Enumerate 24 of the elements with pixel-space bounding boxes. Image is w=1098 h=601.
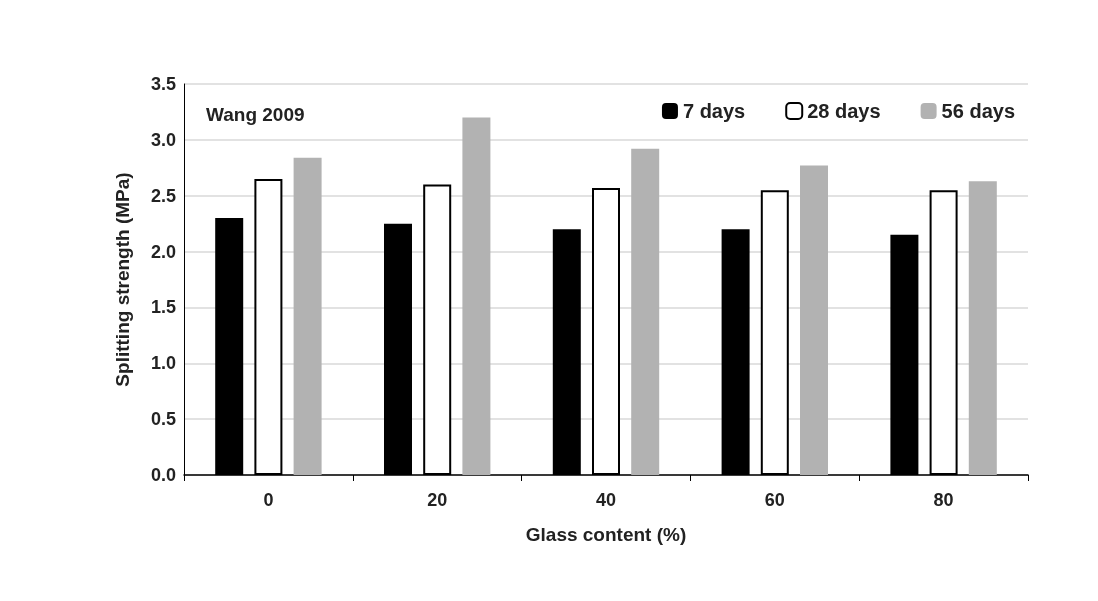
legend-label: 28 days [807,100,881,122]
y-tick-label: 0.0 [150,465,176,485]
bar [293,157,322,475]
y-tick-label: 3.0 [150,129,176,150]
legend-label: 56 days [941,100,1015,122]
bar [968,181,997,475]
y-axis-title: Splitting strength (MPa) [112,172,133,387]
y-tick-label: 1.5 [150,297,176,318]
x-tick-label: 40 [595,490,617,510]
x-tick-label: 80 [933,490,954,510]
bar [800,165,828,475]
x-tick-label: 60 [764,490,785,510]
x-tick-label: 0 [263,490,274,510]
x-axis-title: Glass content (%) [525,524,687,545]
y-tick-label: 2.5 [150,185,176,206]
y-tick-label: 1.0 [150,353,176,374]
y-tick-label: 3.5 [150,74,176,94]
y-tick-label: 2.0 [150,241,176,262]
y-tick-label: 0.5 [150,409,176,430]
annotation: Wang 2009 [206,104,305,125]
x-tick-label: 20 [427,490,448,510]
bar [462,117,491,475]
bar [631,148,660,475]
legend-label: 7 days [682,100,746,122]
